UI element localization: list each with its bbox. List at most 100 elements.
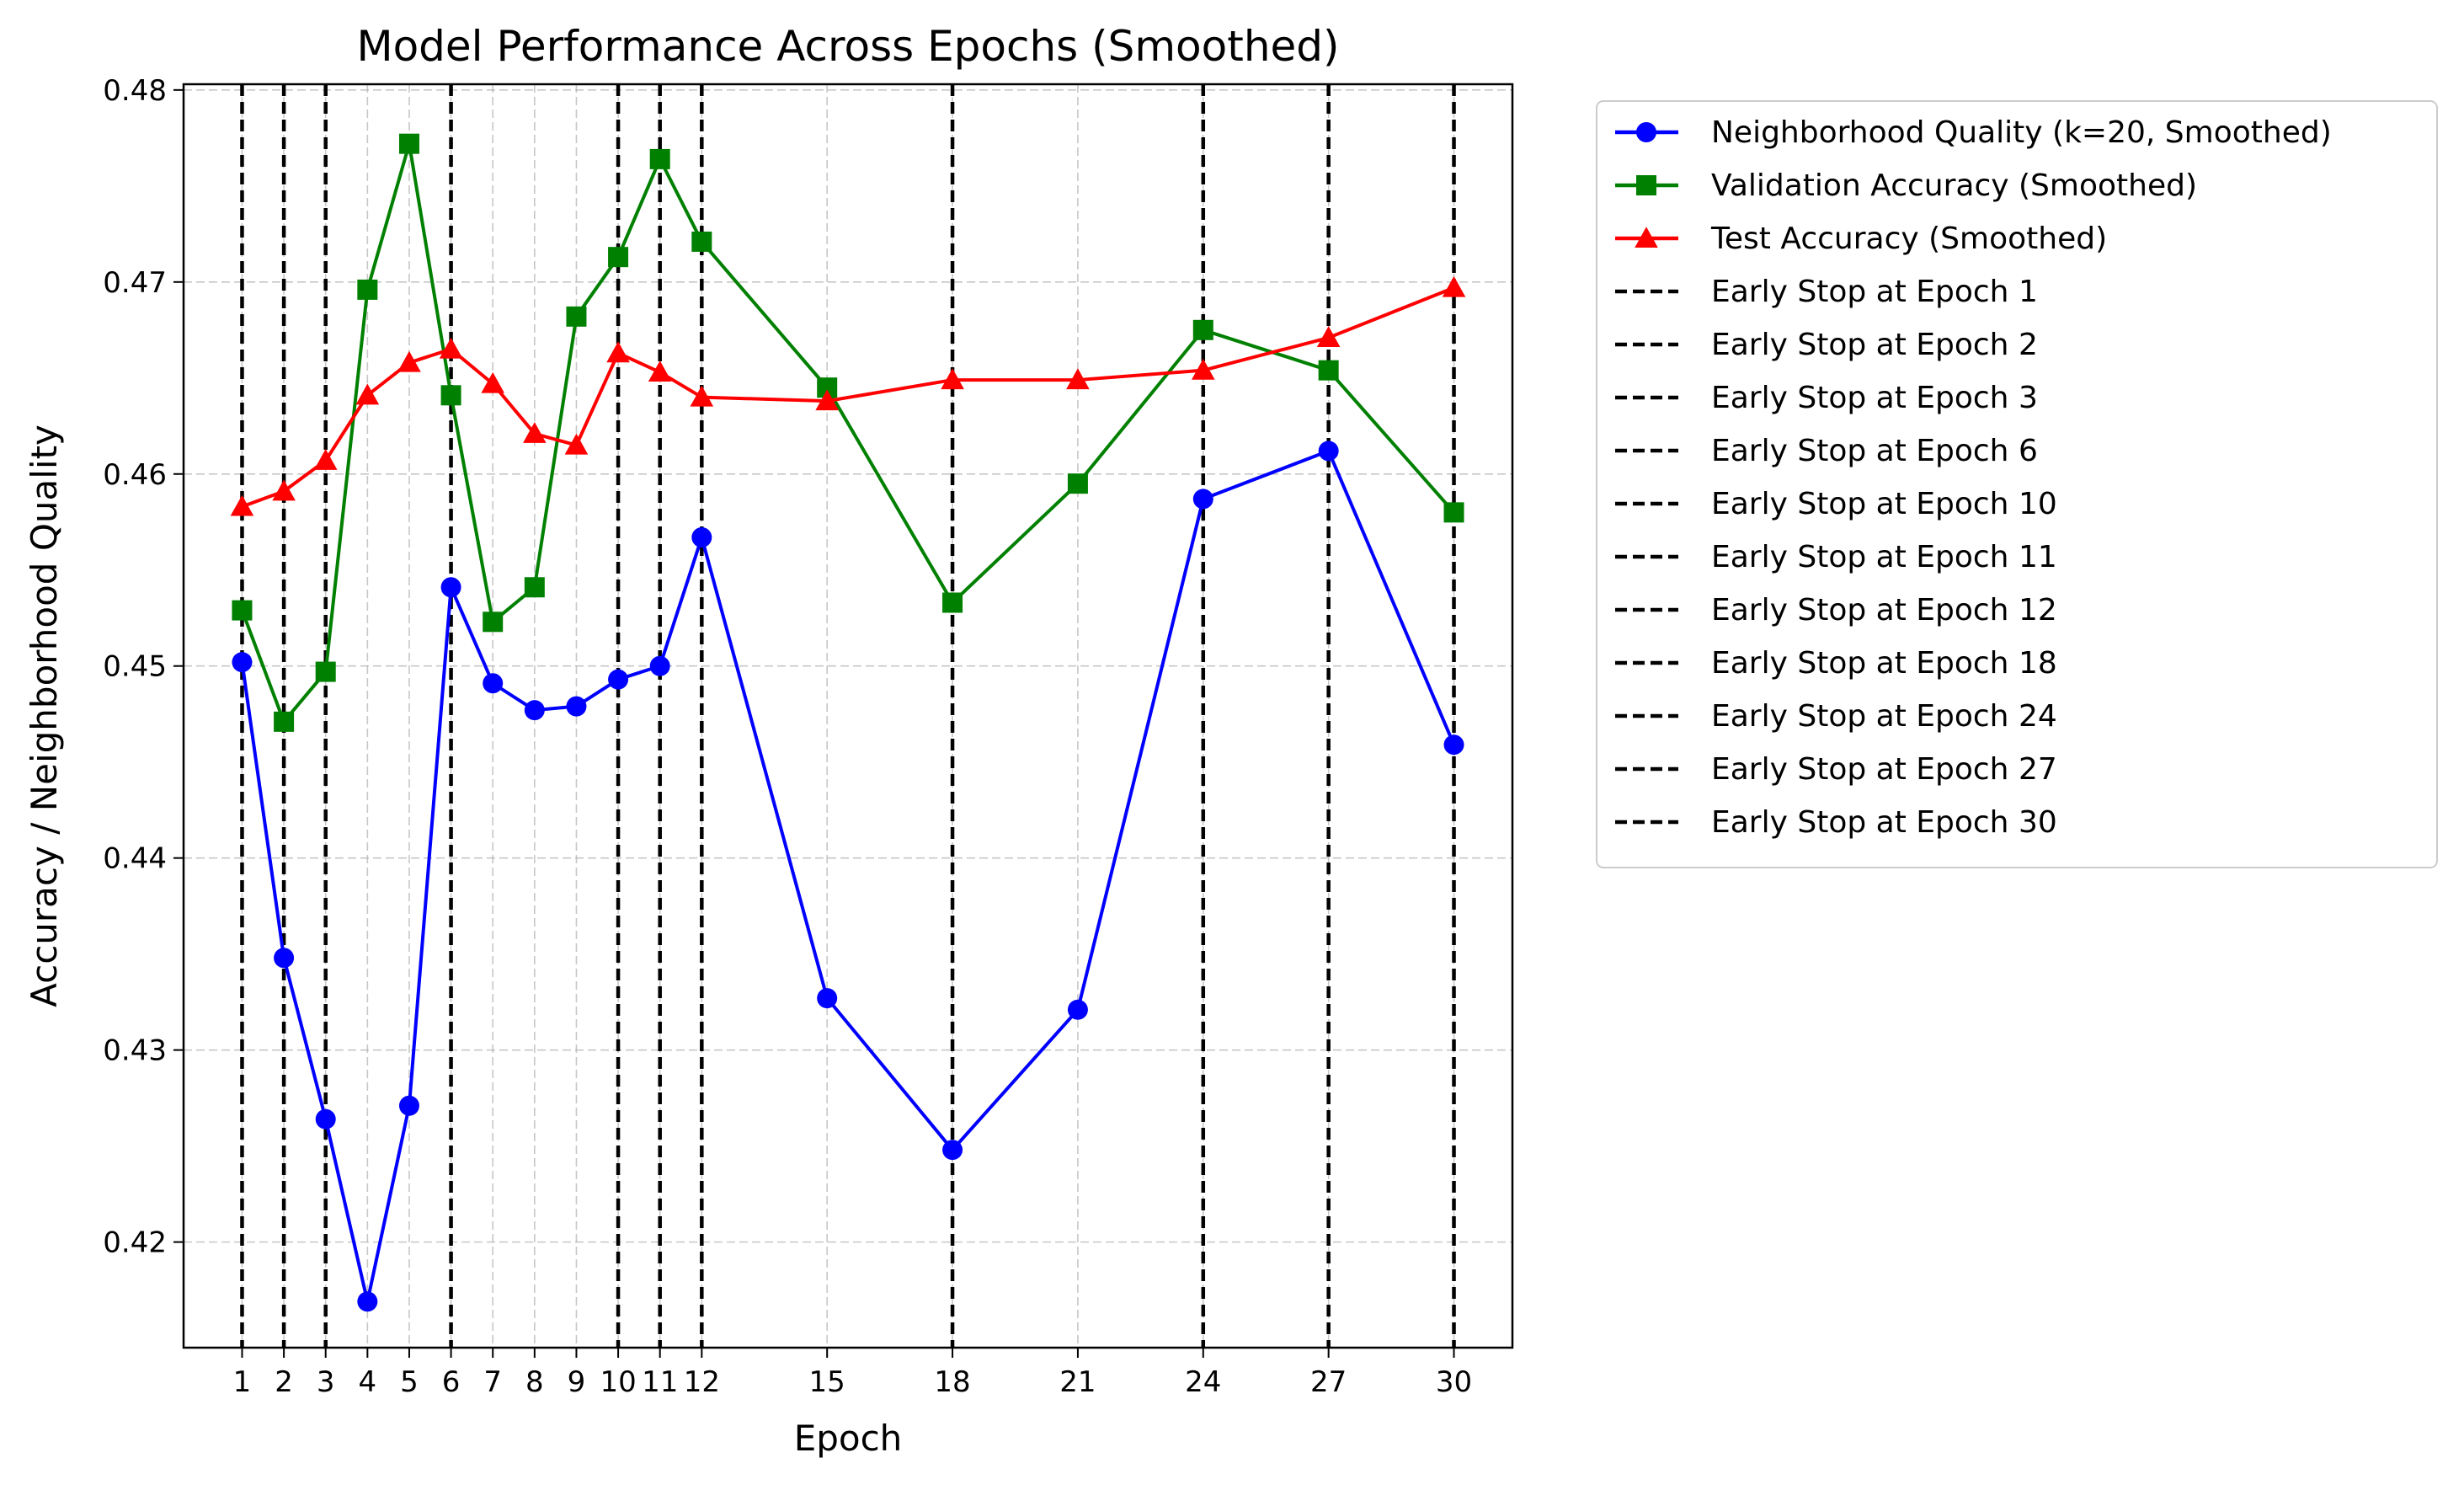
data-point-triangle (481, 371, 505, 393)
data-point-triangle (355, 383, 380, 405)
data-point-square (315, 661, 336, 682)
data-point-square (1067, 473, 1088, 494)
legend-item: Early Stop at Epoch 10 (1615, 487, 2057, 521)
data-point-circle (1192, 489, 1213, 510)
data-point-square (649, 148, 670, 169)
data-point-circle (817, 988, 838, 1009)
data-point-circle (1067, 999, 1088, 1020)
data-point-circle (566, 696, 587, 717)
x-tick-label: 1 (233, 1365, 252, 1399)
legend-item: Early Stop at Epoch 3 (1615, 381, 2038, 415)
data-point-triangle (815, 389, 839, 411)
y-axis-label: Accuracy / Neighborhood Quality (24, 425, 65, 1007)
x-tick-label: 24 (1185, 1365, 1221, 1399)
data-point-circle (649, 655, 670, 676)
data-point-triangle (941, 368, 964, 390)
data-point-circle (398, 1095, 419, 1116)
x-tick-label: 5 (400, 1365, 419, 1399)
data-point-circle (691, 526, 712, 547)
x-axis-label: Epoch (794, 1418, 903, 1459)
data-point-circle (1443, 734, 1464, 756)
legend-item: Early Stop at Epoch 11 (1615, 540, 2057, 574)
legend: Neighborhood Quality (k=20, Smoothed) Val… (1596, 100, 2438, 868)
x-tick-label: 15 (809, 1365, 845, 1399)
legend-item: Early Stop at Epoch 6 (1615, 434, 2038, 468)
data-point-square (1318, 360, 1339, 381)
data-point-triangle (397, 350, 421, 372)
data-point-circle (483, 673, 504, 694)
legend-item: Early Stop at Epoch 30 (1615, 805, 2057, 840)
legend-label: Early Stop at Epoch 2 (1711, 328, 2038, 362)
data-point-triangle (648, 360, 672, 382)
legend-label: Early Stop at Epoch 11 (1711, 540, 2057, 574)
legend-label: Early Stop at Epoch 18 (1711, 646, 2057, 681)
data-point-circle (232, 652, 253, 673)
y-tick-label: 0.43 (103, 1034, 167, 1068)
data-point-square (398, 133, 419, 154)
data-point-triangle (272, 479, 296, 501)
legend-label: Early Stop at Epoch 3 (1711, 381, 2038, 415)
legend-item: Early Stop at Epoch 1 (1615, 275, 2038, 309)
x-tick-label: 4 (359, 1365, 377, 1399)
data-point-circle (608, 669, 629, 690)
series-circle (232, 441, 1464, 1312)
data-point-circle (315, 1108, 336, 1130)
data-point-square (691, 231, 712, 252)
data-point-triangle (564, 433, 589, 455)
plot-frame (182, 83, 1514, 1349)
data-point-square (232, 600, 253, 621)
legend-label: Early Stop at Epoch 1 (1711, 275, 2038, 309)
data-point-triangle (690, 385, 714, 407)
y-tick-label: 0.48 (103, 74, 167, 108)
y-tick-label: 0.45 (103, 650, 167, 684)
y-tick-label: 0.47 (103, 266, 167, 300)
data-point-square (357, 279, 378, 300)
legend-label: Early Stop at Epoch 6 (1711, 434, 2038, 468)
y-tick-label: 0.46 (103, 458, 167, 492)
legend-label: Neighborhood Quality (k=20, Smoothed) (1711, 115, 2332, 150)
y-tick-label: 0.44 (103, 842, 167, 876)
legend-label: Validation Accuracy (Smoothed) (1711, 168, 2197, 203)
data-point-circle (440, 577, 461, 598)
legend-box (1596, 100, 2438, 868)
data-point-square (1636, 175, 1656, 195)
data-point-square (608, 247, 629, 268)
x-tick-label: 2 (275, 1365, 293, 1399)
legend-item: Neighborhood Quality (k=20, Smoothed) (1615, 115, 2332, 150)
data-point-triangle (230, 494, 254, 516)
legend-label: Early Stop at Epoch 12 (1711, 593, 2057, 628)
x-tick-label: 12 (684, 1365, 720, 1399)
x-tick-label: 27 (1310, 1365, 1347, 1399)
data-point-circle (1636, 122, 1656, 142)
early-stop-lines (240, 84, 1456, 1348)
data-point-triangle (313, 449, 338, 470)
data-point-square (1192, 319, 1213, 340)
x-tick-label: 11 (642, 1365, 678, 1399)
data-point-triangle (439, 337, 463, 359)
series-triangle (230, 275, 1466, 516)
legend-label: Early Stop at Epoch 10 (1711, 487, 2057, 521)
series-square (232, 133, 1464, 732)
series-line (240, 449, 1456, 1304)
data-point-triangle (1442, 275, 1466, 297)
legend-label: Early Stop at Epoch 30 (1711, 805, 2057, 840)
data-point-square (274, 711, 295, 732)
data-point-triangle (1316, 326, 1341, 347)
x-tick-label: 9 (568, 1365, 586, 1399)
legend-label: Early Stop at Epoch 24 (1711, 699, 2057, 734)
grid (184, 84, 1512, 1348)
x-tick-label: 3 (317, 1365, 335, 1399)
legend-item: Test Accuracy (Smoothed) (1615, 222, 2107, 256)
legend-item: Early Stop at Epoch 27 (1615, 752, 2057, 787)
data-point-circle (357, 1291, 378, 1312)
data-point-square (566, 306, 587, 327)
x-tick-label: 7 (483, 1365, 502, 1399)
data-point-circle (1318, 441, 1339, 462)
data-point-triangle (1191, 358, 1215, 380)
data-point-triangle (523, 422, 547, 443)
y-tick-label: 0.42 (103, 1226, 167, 1260)
x-tick-label: 10 (600, 1365, 636, 1399)
data-point-triangle (606, 341, 630, 363)
data-point-triangle (1066, 368, 1090, 390)
